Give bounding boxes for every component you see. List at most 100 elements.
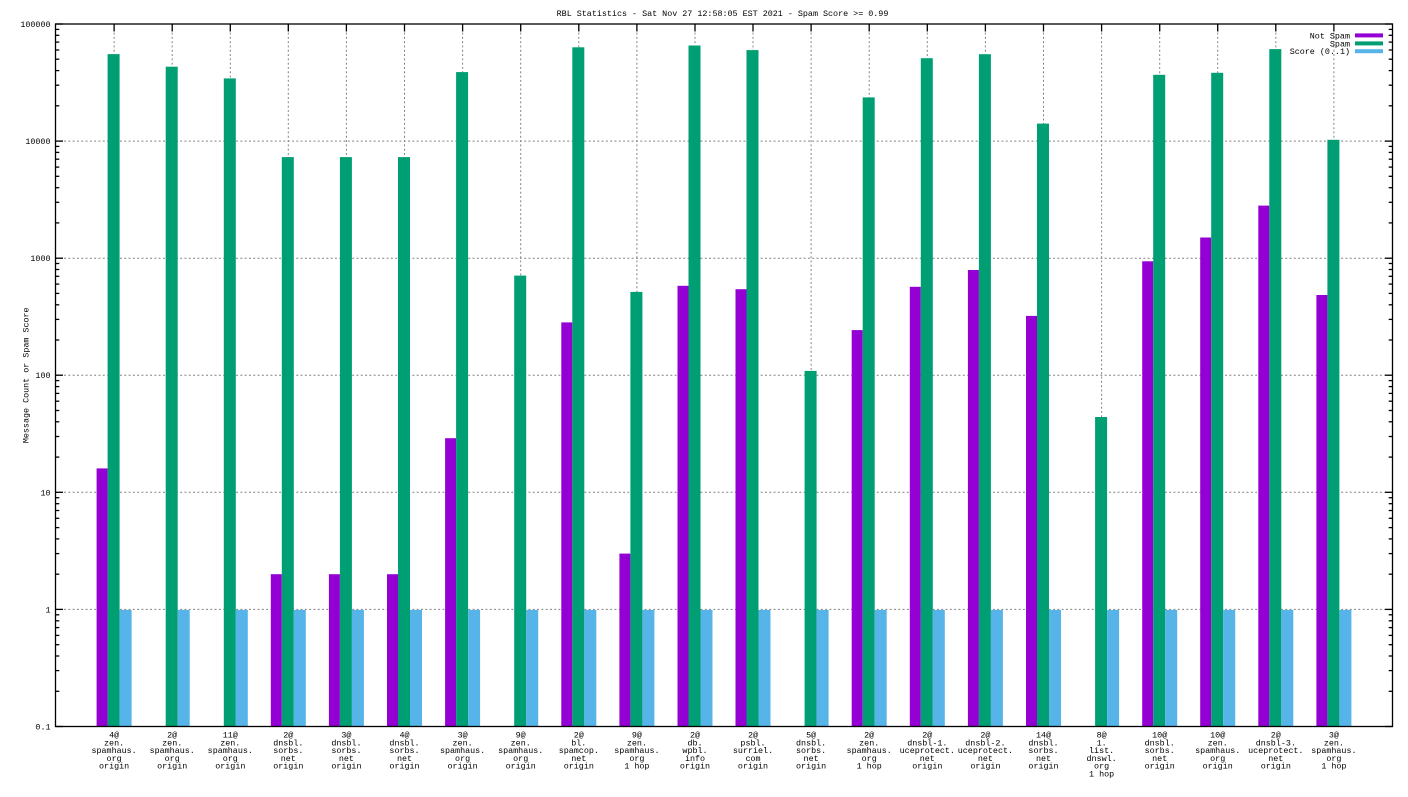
svg-text:net: net xyxy=(397,754,412,764)
svg-text:dnsbl.: dnsbl. xyxy=(331,738,361,748)
svg-text:origin: origin xyxy=(796,762,826,772)
svg-text:spamhaus.: spamhaus. xyxy=(150,746,195,756)
svg-text:9@: 9@ xyxy=(516,731,526,741)
svg-text:1 hop: 1 hop xyxy=(1089,770,1114,780)
svg-text:net: net xyxy=(1152,754,1167,764)
svg-text:org: org xyxy=(455,754,470,764)
svg-text:spamhaus.: spamhaus. xyxy=(91,746,136,756)
svg-text:org: org xyxy=(1326,754,1341,764)
svg-text:sorbs.: sorbs. xyxy=(1145,746,1175,756)
svg-text:net: net xyxy=(920,754,935,764)
svg-text:org: org xyxy=(629,754,644,764)
svg-text:origin: origin xyxy=(738,762,768,772)
svg-text:origin: origin xyxy=(680,762,710,772)
svg-text:net: net xyxy=(281,754,296,764)
svg-text:Score (0..1): Score (0..1) xyxy=(1290,47,1350,57)
svg-text:net: net xyxy=(339,754,354,764)
svg-text:spamhaus.: spamhaus. xyxy=(614,746,659,756)
svg-text:10000: 10000 xyxy=(25,137,50,147)
svg-text:surriel.: surriel. xyxy=(733,746,773,756)
svg-text:2@: 2@ xyxy=(574,731,584,741)
svg-text:origin: origin xyxy=(448,762,478,772)
svg-text:2@: 2@ xyxy=(980,731,990,741)
svg-text:dnswl.: dnswl. xyxy=(1087,754,1117,764)
svg-text:org: org xyxy=(223,754,238,764)
svg-text:zen.: zen. xyxy=(1324,738,1344,748)
svg-text:1 hop: 1 hop xyxy=(624,762,649,772)
svg-text:Message Count or Spam Score: Message Count or Spam Score xyxy=(22,307,32,443)
svg-text:uceprotect.: uceprotect. xyxy=(958,746,1013,756)
svg-text:2@: 2@ xyxy=(922,731,932,741)
svg-text:origin: origin xyxy=(970,762,1000,772)
svg-text:origin: origin xyxy=(215,762,245,772)
svg-text:zen.: zen. xyxy=(453,738,473,748)
svg-text:2@: 2@ xyxy=(1271,731,1281,741)
svg-text:spamhaus.: spamhaus. xyxy=(1195,746,1240,756)
svg-text:uceprotect.: uceprotect. xyxy=(900,746,955,756)
svg-text:dnsbl-1.: dnsbl-1. xyxy=(907,738,947,748)
svg-text:4@: 4@ xyxy=(109,731,119,741)
svg-text:100: 100 xyxy=(35,371,50,381)
svg-text:10@: 10@ xyxy=(1210,731,1225,741)
svg-text:8@: 8@ xyxy=(1097,731,1107,741)
svg-text:origin: origin xyxy=(389,762,419,772)
svg-text:dnsbl.: dnsbl. xyxy=(273,738,303,748)
svg-text:2@: 2@ xyxy=(864,731,874,741)
svg-text:origin: origin xyxy=(157,762,187,772)
svg-text:dnsbl.: dnsbl. xyxy=(796,738,826,748)
svg-text:zen.: zen. xyxy=(104,738,124,748)
svg-text:dnsbl-2.: dnsbl-2. xyxy=(965,738,1005,748)
svg-text:10@: 10@ xyxy=(1152,731,1167,741)
svg-text:origin: origin xyxy=(99,762,129,772)
svg-text:net: net xyxy=(1036,754,1051,764)
svg-text:org: org xyxy=(862,754,877,764)
svg-text:sorbs.: sorbs. xyxy=(1028,746,1058,756)
svg-text:2@: 2@ xyxy=(283,731,293,741)
svg-text:spamhaus.: spamhaus. xyxy=(847,746,892,756)
svg-text:RBL Statistics - Sat Nov 27 12: RBL Statistics - Sat Nov 27 12:58:05 EST… xyxy=(557,9,889,19)
svg-text:dnsbl-3.: dnsbl-3. xyxy=(1256,738,1296,748)
svg-text:origin: origin xyxy=(273,762,303,772)
svg-text:Not Spam: Not Spam xyxy=(1310,31,1350,41)
svg-text:3@: 3@ xyxy=(341,731,351,741)
svg-text:psbl.: psbl. xyxy=(740,738,765,748)
svg-text:11@: 11@ xyxy=(223,731,238,741)
svg-text:org: org xyxy=(1210,754,1225,764)
svg-text:zen.: zen. xyxy=(511,738,531,748)
svg-text:net: net xyxy=(804,754,819,764)
svg-text:dnsbl.: dnsbl. xyxy=(389,738,419,748)
svg-text:list.: list. xyxy=(1089,746,1114,756)
svg-text:1.: 1. xyxy=(1097,738,1107,748)
svg-text:com: com xyxy=(745,754,760,764)
svg-text:origin: origin xyxy=(564,762,594,772)
svg-text:zen.: zen. xyxy=(220,738,240,748)
svg-text:spamhaus.: spamhaus. xyxy=(1311,746,1356,756)
svg-text:spamhaus.: spamhaus. xyxy=(498,746,543,756)
svg-text:spamhaus.: spamhaus. xyxy=(440,746,485,756)
svg-text:1 hop: 1 hop xyxy=(857,762,882,772)
svg-text:origin: origin xyxy=(912,762,942,772)
svg-text:net: net xyxy=(571,754,586,764)
svg-text:1 hop: 1 hop xyxy=(1321,762,1346,772)
svg-text:origin: origin xyxy=(506,762,536,772)
svg-text:dnsbl.: dnsbl. xyxy=(1028,738,1058,748)
svg-text:0.1: 0.1 xyxy=(35,723,50,733)
svg-text:org: org xyxy=(1094,762,1109,772)
svg-text:14@: 14@ xyxy=(1036,731,1051,741)
svg-text:sorbs.: sorbs. xyxy=(331,746,361,756)
svg-text:origin: origin xyxy=(1203,762,1233,772)
svg-text:origin: origin xyxy=(1261,762,1291,772)
svg-text:info: info xyxy=(685,754,705,764)
svg-text:zen.: zen. xyxy=(627,738,647,748)
svg-text:sorbs.: sorbs. xyxy=(796,746,826,756)
svg-text:100000: 100000 xyxy=(20,20,50,30)
svg-text:spamcop.: spamcop. xyxy=(559,746,599,756)
svg-text:origin: origin xyxy=(331,762,361,772)
svg-text:org: org xyxy=(107,754,122,764)
svg-text:wpbl.: wpbl. xyxy=(682,746,707,756)
svg-text:3@: 3@ xyxy=(1329,731,1339,741)
svg-text:bl.: bl. xyxy=(571,738,586,748)
svg-text:3@: 3@ xyxy=(458,731,468,741)
svg-text:9@: 9@ xyxy=(632,731,642,741)
svg-text:10: 10 xyxy=(40,488,50,498)
